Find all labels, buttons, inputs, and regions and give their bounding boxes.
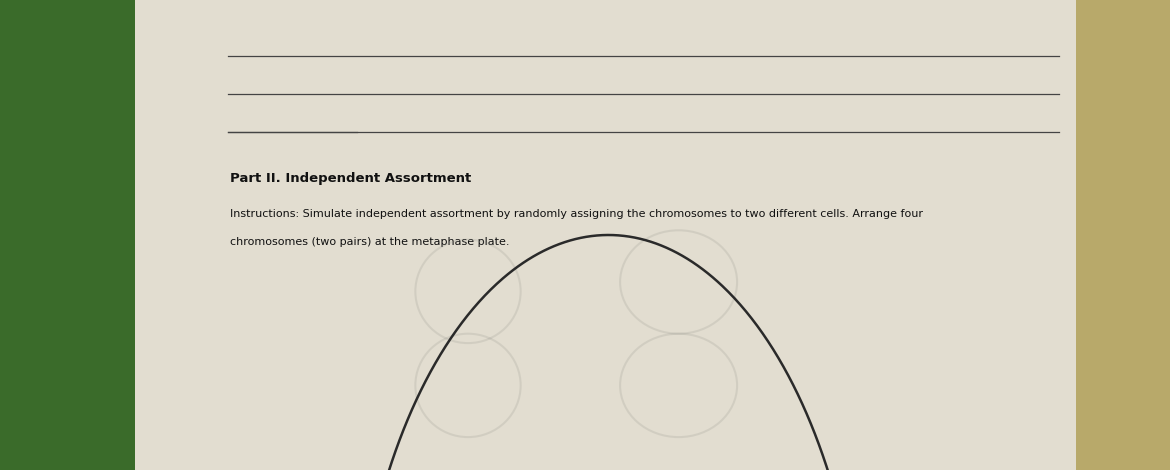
Bar — [135, 0, 1076, 470]
Text: Part II. Independent Assortment: Part II. Independent Assortment — [230, 172, 472, 185]
Bar — [0, 0, 135, 470]
Text: Instructions: Simulate independent assortment by randomly assigning the chromoso: Instructions: Simulate independent assor… — [230, 209, 923, 219]
Text: chromosomes (two pairs) at the metaphase plate.: chromosomes (two pairs) at the metaphase… — [230, 237, 510, 247]
